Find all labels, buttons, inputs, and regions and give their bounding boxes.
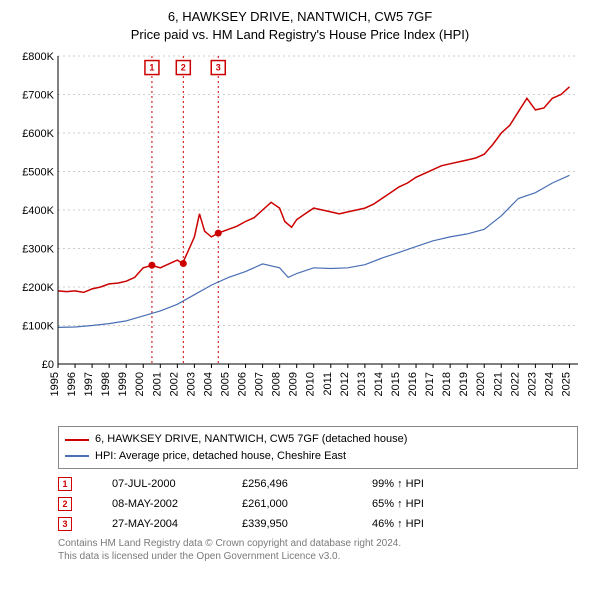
- footer-note: Contains HM Land Registry data © Crown c…: [58, 537, 578, 563]
- svg-text:£100K: £100K: [22, 321, 54, 333]
- svg-text:£0: £0: [42, 359, 54, 371]
- svg-text:2003: 2003: [185, 372, 197, 396]
- svg-text:2006: 2006: [237, 372, 249, 396]
- chart-title: 6, HAWKSEY DRIVE, NANTWICH, CW5 7GF: [10, 8, 590, 26]
- svg-text:2001: 2001: [151, 372, 163, 396]
- legend-label: 6, HAWKSEY DRIVE, NANTWICH, CW5 7GF (det…: [95, 431, 407, 448]
- sale-price: £339,950: [242, 518, 372, 530]
- svg-text:2019: 2019: [458, 372, 470, 396]
- svg-text:1: 1: [149, 63, 154, 73]
- svg-text:2025: 2025: [560, 372, 572, 396]
- svg-text:£400K: £400K: [22, 205, 54, 217]
- legend-row: HPI: Average price, detached house, Ches…: [65, 448, 571, 465]
- svg-text:2024: 2024: [543, 372, 555, 396]
- sale-marker-icon: 3: [58, 517, 72, 531]
- svg-text:2012: 2012: [339, 372, 351, 396]
- sale-hpi: 46% ↑ HPI: [372, 518, 492, 530]
- svg-text:2018: 2018: [441, 372, 453, 396]
- svg-text:2009: 2009: [288, 372, 300, 396]
- title-block: 6, HAWKSEY DRIVE, NANTWICH, CW5 7GF Pric…: [10, 8, 590, 44]
- svg-text:2008: 2008: [271, 372, 283, 396]
- chart-subtitle: Price paid vs. HM Land Registry's House …: [10, 26, 590, 44]
- svg-text:£500K: £500K: [22, 167, 54, 179]
- legend-swatch: [65, 455, 89, 457]
- footer-line-1: Contains HM Land Registry data © Crown c…: [58, 537, 578, 550]
- svg-text:2023: 2023: [526, 372, 538, 396]
- legend-row: 6, HAWKSEY DRIVE, NANTWICH, CW5 7GF (det…: [65, 431, 571, 448]
- sale-row: 3 27-MAY-2004£339,95046% ↑ HPI: [58, 517, 578, 531]
- svg-text:2010: 2010: [305, 372, 317, 396]
- svg-text:2013: 2013: [356, 372, 368, 396]
- svg-text:1999: 1999: [117, 372, 129, 396]
- svg-text:2015: 2015: [390, 372, 402, 396]
- sale-price: £261,000: [242, 498, 372, 510]
- svg-text:2021: 2021: [492, 372, 504, 396]
- svg-text:£600K: £600K: [22, 128, 54, 140]
- legend-swatch: [65, 439, 89, 441]
- sale-price: £256,496: [242, 478, 372, 490]
- sale-marker-icon: 2: [58, 497, 72, 511]
- svg-text:2007: 2007: [254, 372, 266, 396]
- svg-text:1997: 1997: [83, 372, 95, 396]
- sale-date: 08-MAY-2002: [112, 498, 242, 510]
- legend-label: HPI: Average price, detached house, Ches…: [95, 448, 346, 465]
- svg-text:1996: 1996: [66, 372, 78, 396]
- sales-table: 1 07-JUL-2000£256,49699% ↑ HPI 2 08-MAY-200…: [58, 477, 578, 531]
- svg-text:2016: 2016: [407, 372, 419, 396]
- sale-row: 2 08-MAY-2002£261,00065% ↑ HPI: [58, 497, 578, 511]
- svg-text:2017: 2017: [424, 372, 436, 396]
- svg-text:2: 2: [181, 63, 186, 73]
- svg-text:2002: 2002: [168, 372, 180, 396]
- sale-date: 27-MAY-2004: [112, 518, 242, 530]
- svg-text:3: 3: [216, 63, 221, 73]
- chart-area: £0 £100K £200K £300K £400K £500K £600K £700K £80…: [10, 50, 590, 420]
- footer-line-2: This data is licensed under the Open Gov…: [58, 550, 578, 563]
- svg-text:£700K: £700K: [22, 90, 54, 102]
- sale-hpi: 65% ↑ HPI: [372, 498, 492, 510]
- svg-text:2005: 2005: [219, 372, 231, 396]
- svg-text:£300K: £300K: [22, 244, 54, 256]
- sale-hpi: 99% ↑ HPI: [372, 478, 492, 490]
- legend: 6, HAWKSEY DRIVE, NANTWICH, CW5 7GF (det…: [58, 426, 578, 469]
- sale-date: 07-JUL-2000: [112, 478, 242, 490]
- svg-text:1995: 1995: [49, 372, 61, 396]
- line-chart-svg: £0 £100K £200K £300K £400K £500K £600K £700K £80…: [10, 50, 590, 420]
- sale-row: 1 07-JUL-2000£256,49699% ↑ HPI: [58, 477, 578, 491]
- sale-marker-icon: 1: [58, 477, 72, 491]
- svg-text:2000: 2000: [134, 372, 146, 396]
- svg-text:2020: 2020: [475, 372, 487, 396]
- svg-text:2014: 2014: [373, 372, 385, 396]
- svg-text:2022: 2022: [509, 372, 521, 396]
- svg-text:2004: 2004: [202, 372, 214, 396]
- svg-text:£800K: £800K: [22, 51, 54, 63]
- container: 6, HAWKSEY DRIVE, NANTWICH, CW5 7GF Pric…: [0, 0, 600, 573]
- svg-text:1998: 1998: [100, 372, 112, 396]
- svg-text:2011: 2011: [322, 372, 334, 396]
- svg-text:£200K: £200K: [22, 282, 54, 294]
